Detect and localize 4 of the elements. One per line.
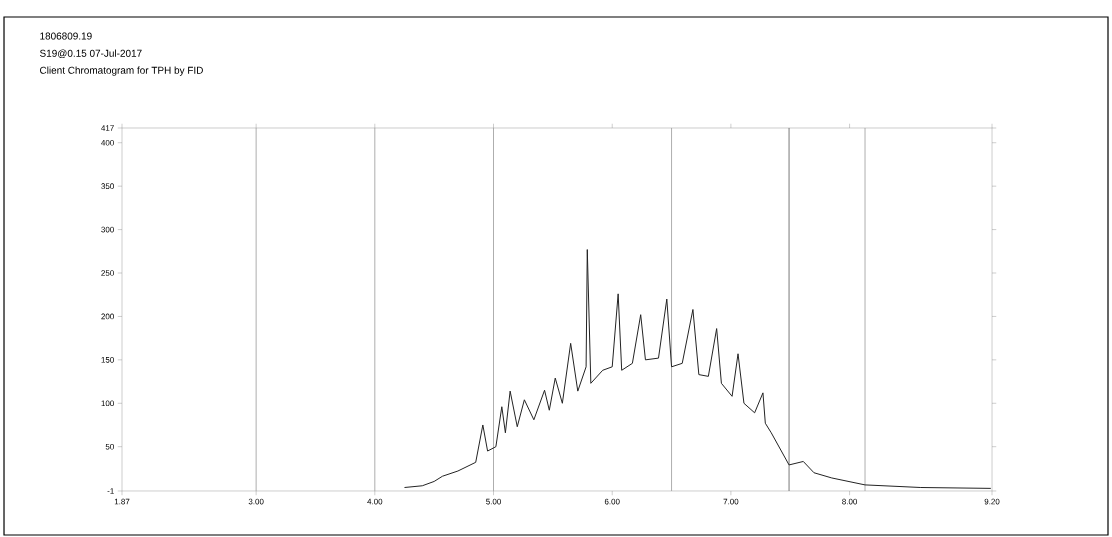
chart-title: Client Chromatogram for TPH by FID [40, 66, 203, 76]
line-series [403, 249, 992, 489]
text: 1806809.19 [40, 32, 92, 40]
text: S19@0.15 07-Jul-2017 [39, 49, 142, 59]
